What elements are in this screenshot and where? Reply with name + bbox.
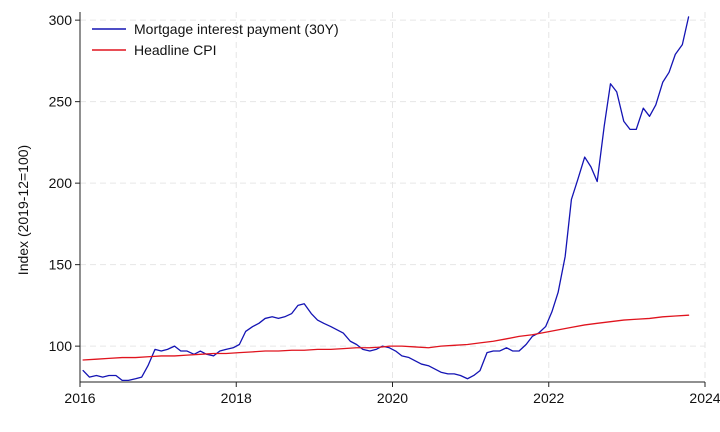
x-tick-label: 2020 [377, 390, 408, 406]
legend-label: Mortgage interest payment (30Y) [134, 21, 339, 37]
x-tick-label: 2016 [64, 390, 95, 406]
y-tick-label: 100 [49, 338, 73, 354]
axes [75, 12, 706, 387]
y-tick-label: 250 [49, 94, 73, 110]
tick-labels: 100 150 200 250 300 2016 2018 2020 2022 2024 [49, 12, 720, 406]
grid-lines [80, 12, 706, 382]
y-tick-label: 200 [49, 175, 73, 191]
y-axis-title: Index (2019-12=100) [15, 145, 31, 275]
series-lines [82, 16, 690, 382]
x-tick-label: 2022 [533, 390, 564, 406]
y-tick-label: 150 [49, 257, 73, 273]
y-tick-label: 300 [49, 12, 73, 28]
legend-label: Headline CPI [134, 42, 217, 58]
x-tick-label: 2018 [221, 390, 252, 406]
legend: Mortgage interest payment (30Y) Headline … [92, 21, 339, 58]
series-line-cpi [82, 314, 690, 361]
x-tick-label: 2024 [689, 390, 720, 406]
